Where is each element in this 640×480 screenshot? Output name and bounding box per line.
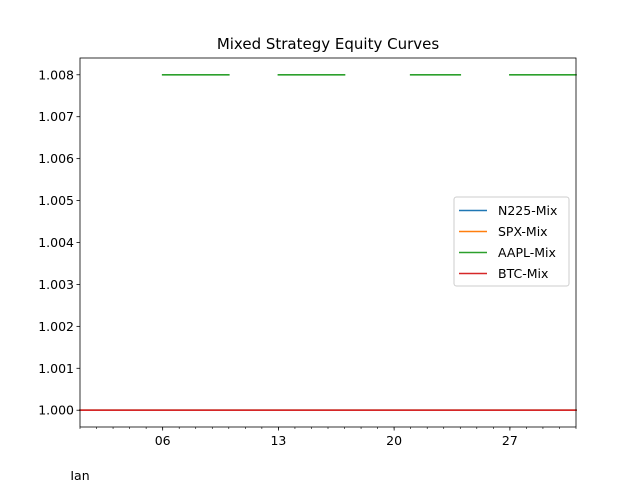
x-tick-label: 13 <box>270 433 286 448</box>
y-tick-label: 1.006 <box>38 151 74 166</box>
axes-layer: 1.000 1.001 1.002 1.003 1.004 1.005 1.006 1.007… <box>38 57 577 480</box>
y-tick-label: 1.001 <box>38 361 74 376</box>
y-tick-label: 1.008 <box>38 67 74 82</box>
y-tick-label: 1.000 <box>38 403 74 418</box>
x-tick-label: 20 <box>386 433 402 448</box>
x-month-label: Jan <box>69 468 89 480</box>
x-tick-label: 27 <box>502 433 518 448</box>
legend-box <box>453 196 570 287</box>
legend: N225-Mix SPX-Mix AAPL-Mix BTC-Mix <box>453 196 570 287</box>
y-tick-label: 1.002 <box>38 319 74 334</box>
chart-title: Mixed Strategy Equity Curves <box>217 35 440 53</box>
y-tick-label: 1.004 <box>38 235 74 250</box>
x-tick-label: 06 <box>155 433 171 448</box>
legend-label: AAPL-Mix <box>498 245 556 260</box>
legend-label: N225-Mix <box>498 203 557 218</box>
series-layer <box>79 73 577 412</box>
y-tick-label: 1.005 <box>38 193 74 208</box>
y-tick-label: 1.003 <box>38 277 74 292</box>
legend-label: BTC-Mix <box>498 266 548 281</box>
legend-label: SPX-Mix <box>498 224 548 239</box>
y-tick-label: 1.007 <box>38 109 74 124</box>
